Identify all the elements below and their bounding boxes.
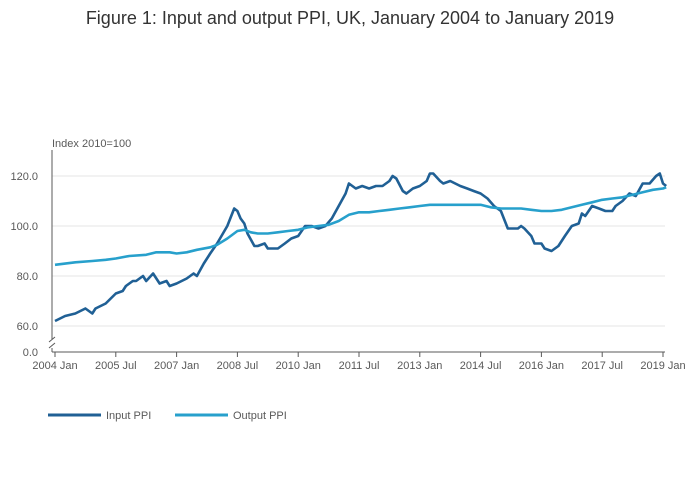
legend-label: Output PPI [233,410,287,422]
x-tick-label: 2013 Jan [397,360,442,372]
axis-break-mark [48,336,56,343]
series-lines [54,172,668,323]
x-tick-label: 2011 Jul [339,360,380,372]
legend: Input PPI Output PPI [48,410,287,422]
series-line-output-ppi [54,186,667,267]
legend-label: Input PPI [106,410,151,422]
axes: 0.0 60.0 80.0 100.0 120.0 2004 Jan 2005 Jul 200… [10,150,686,372]
y-axis-label: Index 2010=100 [52,138,131,150]
y-tick-label: 0.0 [23,347,38,359]
gridlines [52,175,665,327]
x-tick-label: 2017 Jul [581,360,623,372]
x-tick-label: 2005 Jul [95,360,137,372]
x-tick-label: 2007 Jan [154,360,199,372]
y-tick-label: 120.0 [10,171,38,183]
x-tick-label: 2004 Jan [32,360,77,372]
y-tick-label: 60.0 [17,321,38,333]
x-tick-label: 2008 Jul [217,360,259,372]
y-tick-label: 100.0 [10,221,38,233]
x-tick-label: 2014 Jul [460,360,502,372]
chart-title: Figure 1: Input and output PPI, UK, Janu… [86,8,614,28]
series-line-input-ppi [54,172,668,323]
x-tick-label: 2019 Jan [640,360,685,372]
x-tick-label: 2016 Jan [519,360,564,372]
axis-break-mark [48,342,56,349]
y-tick-label: 80.0 [17,271,38,283]
x-tick-label: 2010 Jan [276,360,321,372]
